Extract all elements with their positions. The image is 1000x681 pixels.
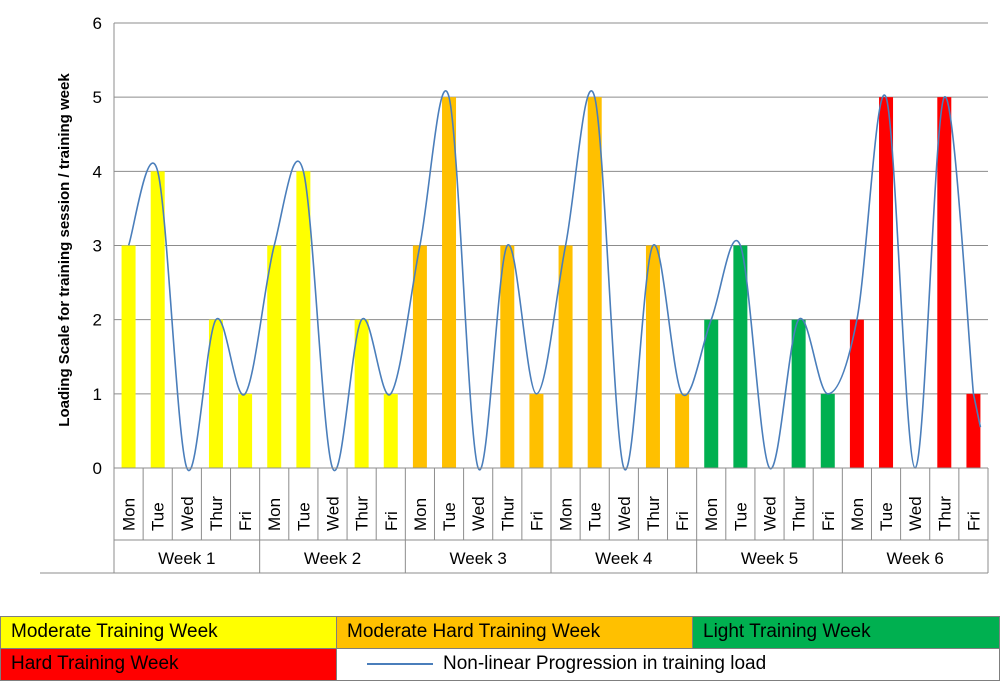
bar (791, 319, 806, 468)
y-tick-label: 6 (93, 14, 102, 33)
week-label: Week 3 (450, 549, 507, 568)
progression-line-layer (127, 90, 982, 472)
bar (704, 319, 719, 468)
bar (849, 319, 864, 468)
bar (937, 97, 952, 469)
x-tick-label: Tue (586, 502, 605, 531)
week-label: Week 6 (887, 549, 944, 568)
legend-item-hard: Hard Training Week (0, 648, 337, 681)
y-axis-label: Loading Scale for training session / tra… (56, 73, 73, 427)
legend-label: Non-linear Progression in training load (443, 653, 767, 674)
training-load-chart: 0 1 2 3 4 5 6 Mon Tue Wed Thur Fri Week 1 Mon Tue Wed Th… (40, 14, 989, 574)
y-tick-label: 0 (93, 459, 102, 478)
legend-label: Hard Training Week (11, 653, 179, 674)
x-tick-label: Mon (557, 498, 576, 531)
x-tick-label: Tue (440, 502, 459, 531)
y-tick-label: 2 (93, 311, 102, 330)
bars (121, 97, 981, 469)
y-tick-label: 5 (93, 88, 102, 107)
x-tick-label: Tue (294, 502, 313, 531)
bar (383, 393, 398, 468)
bar (296, 171, 311, 469)
x-tick-label: Thur (353, 496, 372, 531)
week-label: Week 4 (595, 549, 652, 568)
x-tick-label: Mon (848, 498, 867, 531)
x-tick-label: Wed (469, 496, 488, 531)
bar (150, 171, 165, 469)
bar (675, 393, 690, 468)
axes: 0 1 2 3 4 5 6 Mon Tue Wed Thur Fri Week 1 Mon Tue Wed Th… (40, 14, 989, 574)
bar (645, 245, 660, 468)
x-tick-label: Wed (761, 496, 780, 531)
bar (879, 97, 894, 469)
bar (238, 393, 253, 468)
y-tick-label: 3 (93, 237, 102, 256)
x-tick-label: Tue (877, 502, 896, 531)
progression-line (127, 90, 982, 472)
x-tick-label: Fri (673, 511, 692, 531)
x-tick-label: Tue (731, 502, 750, 531)
y-tick-label: 1 (93, 385, 102, 404)
legend-item-light: Light Training Week (692, 616, 1000, 649)
legend-label: Moderate Hard Training Week (347, 621, 601, 642)
bar (587, 97, 602, 469)
x-tick-label: Wed (178, 496, 197, 531)
legend-item-moderate-hard: Moderate Hard Training Week (336, 616, 693, 649)
x-tick-label: Mon (265, 498, 284, 531)
x-tick-label: Fri (527, 511, 546, 531)
gridlines (114, 22, 988, 395)
bar (121, 245, 136, 468)
x-tick-label: Tue (149, 502, 168, 531)
bar (966, 393, 981, 468)
week-label: Week 1 (158, 549, 215, 568)
x-tick-label: Mon (702, 498, 721, 531)
legend-item-progression-line: Non-linear Progression in training load (336, 648, 1000, 681)
x-tick-label: Fri (236, 511, 255, 531)
x-tick-label: Thur (790, 496, 809, 531)
bar (558, 245, 573, 468)
bar (820, 393, 835, 468)
bar (733, 245, 748, 468)
x-tick-label: Mon (411, 498, 430, 531)
legend-label: Light Training Week (703, 621, 871, 642)
y-tick-label: 4 (93, 162, 102, 181)
x-tick-label: Thur (498, 496, 517, 531)
bar (412, 245, 427, 468)
x-tick-label: Thur (207, 496, 226, 531)
bar (529, 393, 544, 468)
legend-line-swatch (367, 662, 433, 665)
week-label: Week 2 (304, 549, 361, 568)
x-tick-label: Fri (819, 511, 838, 531)
bar (354, 319, 369, 468)
bar (442, 97, 457, 469)
x-tick-label: Wed (324, 496, 343, 531)
x-tick-label: Thur (644, 496, 663, 531)
bar (267, 245, 282, 468)
bar (500, 245, 515, 468)
x-tick-label: Wed (906, 496, 925, 531)
x-tick-label: Fri (382, 511, 401, 531)
week-label: Week 5 (741, 549, 798, 568)
legend-item-moderate: Moderate Training Week (0, 616, 337, 649)
x-tick-label: Mon (120, 498, 139, 531)
bar (208, 319, 223, 468)
x-tick-label: Wed (615, 496, 634, 531)
legend: Moderate Training Week Moderate Hard Tra… (0, 616, 1000, 681)
x-tick-label: Fri (964, 511, 983, 531)
legend-label: Moderate Training Week (11, 621, 218, 642)
x-tick-label: Thur (935, 496, 954, 531)
